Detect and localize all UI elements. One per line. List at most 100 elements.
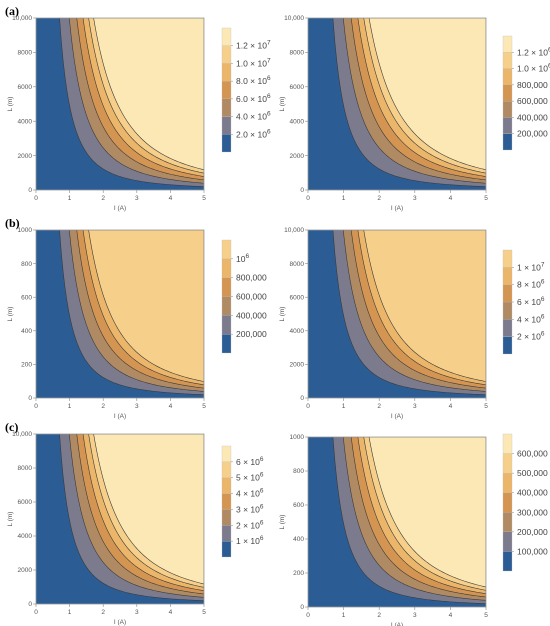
- y-axis-label: L (m): [7, 307, 14, 322]
- legend-label: 8 × 106: [517, 279, 545, 290]
- legend-label: 200,000: [517, 129, 548, 139]
- x-tick-label: 3: [135, 609, 139, 616]
- x-axis-label: I (A): [114, 619, 126, 626]
- x-tick-label: 4: [449, 195, 453, 202]
- legend-label: 800,000: [517, 80, 548, 90]
- legend-label: 6 × 106: [236, 456, 264, 467]
- y-tick-label: 400: [21, 328, 32, 335]
- plot-frame: [307, 17, 487, 191]
- legend-swatch: [221, 239, 232, 259]
- row-label-b: (b): [5, 216, 20, 230]
- contour-region-5: [363, 230, 486, 382]
- legend-label: 6.0 × 106: [236, 93, 271, 104]
- y-tick-label: 10,000: [12, 431, 32, 438]
- x-tick-label: 2: [377, 612, 381, 619]
- y-tick-label: 0: [28, 187, 32, 194]
- legend-swatch: [502, 35, 513, 53]
- y-tick-label: 600: [293, 502, 304, 509]
- plot-frame: [35, 229, 205, 399]
- legend-label: 500,000: [517, 468, 548, 478]
- x-axis-label: I (A): [391, 413, 403, 420]
- y-tick-label: 6000: [290, 294, 305, 301]
- x-tick-label: 0: [306, 195, 310, 202]
- y-tick-label: 8000: [18, 465, 33, 472]
- x-axis-label: I (A): [391, 622, 403, 626]
- legend-label: 1 × 106: [236, 535, 264, 546]
- legend-swatch: [502, 472, 513, 493]
- x-tick-label: 3: [413, 403, 417, 410]
- row-label-a: (a): [5, 4, 19, 18]
- legend-label: 200,000: [236, 329, 267, 339]
- x-tick-label: 2: [101, 609, 105, 616]
- legend-label: 106: [236, 253, 249, 264]
- y-tick-label: 6000: [290, 84, 305, 91]
- legend-label: 600,000: [517, 96, 548, 106]
- y-axis-label: L (m): [279, 515, 286, 530]
- legend-swatch: [221, 445, 232, 463]
- legend-swatch: [502, 249, 513, 268]
- y-tick-label: 0: [300, 604, 304, 611]
- x-axis-label: I (A): [114, 413, 126, 420]
- contour-region-6: [368, 437, 486, 588]
- y-tick-label: 1000: [290, 434, 305, 441]
- legend-swatch: [502, 433, 513, 454]
- x-tick-label: 3: [413, 195, 417, 202]
- x-tick-label: 0: [34, 195, 38, 202]
- x-tick-label: 2: [377, 195, 381, 202]
- legend-label: 1.0 × 107: [236, 57, 271, 68]
- x-tick-label: 4: [169, 195, 173, 202]
- y-tick-label: 2000: [290, 362, 305, 369]
- y-tick-label: 4000: [18, 533, 33, 540]
- x-tick-label: 4: [169, 609, 173, 616]
- x-tick-label: 2: [101, 195, 105, 202]
- x-tick-label: 5: [484, 612, 488, 619]
- y-axis-label: L (m): [7, 97, 14, 112]
- legend-label: 5 × 106: [236, 472, 264, 483]
- x-tick-label: 0: [306, 612, 310, 619]
- x-axis-label: I (A): [391, 205, 403, 212]
- x-tick-label: 4: [449, 403, 453, 410]
- legend-swatch: [502, 531, 513, 552]
- x-tick-label: 5: [484, 195, 488, 202]
- y-tick-label: 4000: [18, 118, 33, 125]
- legend-swatch: [502, 492, 513, 513]
- legend-label: 2 × 106: [236, 519, 264, 530]
- x-tick-label: 3: [135, 195, 139, 202]
- legend-label: 8.0 × 106: [236, 75, 271, 86]
- y-tick-label: 200: [293, 570, 304, 577]
- y-tick-label: 10,000: [284, 227, 304, 234]
- y-axis-label: L (m): [7, 512, 14, 527]
- x-tick-label: 3: [413, 612, 417, 619]
- x-tick-label: 1: [68, 403, 72, 410]
- x-tick-label: 4: [169, 403, 173, 410]
- plot-frame: [35, 17, 205, 191]
- x-tick-label: 1: [68, 195, 72, 202]
- legend-swatch: [221, 27, 232, 46]
- x-tick-label: 5: [202, 609, 206, 616]
- x-axis-label: I (A): [114, 205, 126, 212]
- y-tick-label: 2000: [18, 153, 33, 160]
- x-tick-label: 1: [342, 612, 346, 619]
- legend-label: 100,000: [517, 546, 548, 556]
- x-tick-label: 2: [377, 403, 381, 410]
- y-tick-label: 4000: [290, 118, 305, 125]
- y-tick-label: 1000: [18, 227, 33, 234]
- x-tick-label: 0: [34, 609, 38, 616]
- legend-swatch: [502, 453, 513, 474]
- x-tick-label: 3: [135, 403, 139, 410]
- legend-label: 400,000: [517, 112, 548, 122]
- contour-region-5: [88, 230, 204, 382]
- y-axis-label: L (m): [279, 307, 286, 322]
- y-tick-label: 10,000: [12, 15, 32, 22]
- legend-label: 4.0 × 106: [236, 111, 271, 122]
- x-tick-label: 1: [342, 195, 346, 202]
- y-tick-label: 8000: [18, 50, 33, 57]
- plot-frame: [307, 229, 487, 399]
- x-tick-label: 0: [306, 403, 310, 410]
- y-tick-label: 10,000: [284, 15, 304, 22]
